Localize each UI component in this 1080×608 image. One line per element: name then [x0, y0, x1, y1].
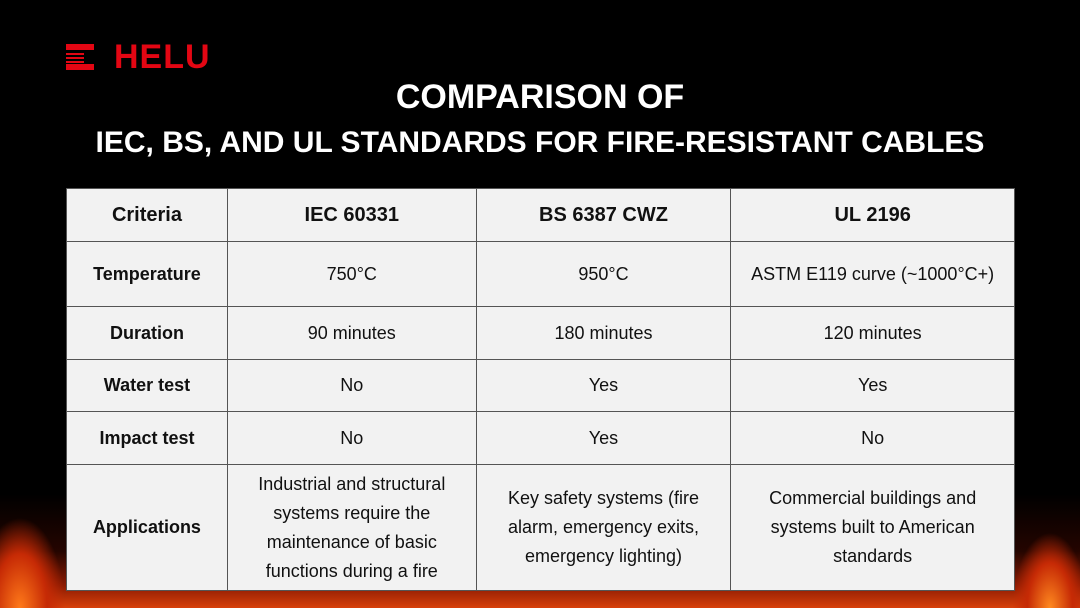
iec-cell: 90 minutes: [226, 306, 477, 360]
table-row: Duration 90 minutes 180 minutes 120 minu…: [66, 306, 1015, 360]
header-iec: IEC 60331: [226, 188, 477, 242]
ul-cell: No: [730, 411, 1015, 465]
criteria-cell: Impact test: [66, 411, 228, 465]
iec-cell: No: [226, 359, 477, 412]
header-ul: UL 2196: [730, 188, 1015, 242]
ul-cell: Yes: [730, 359, 1015, 412]
iec-cell: 750°C: [226, 241, 477, 307]
table-row: Impact test No Yes No: [66, 411, 1015, 465]
header-bs: BS 6387 CWZ: [475, 188, 732, 242]
ul-cell: ASTM E119 curve (~1000°C+): [730, 241, 1015, 307]
criteria-cell: Temperature: [66, 241, 228, 307]
bs-cell: Yes: [475, 359, 732, 412]
table-row: Applications Industrial and structural s…: [66, 464, 1015, 591]
bs-cell: 180 minutes: [475, 306, 732, 360]
page-title: COMPARISON OF: [395, 78, 685, 116]
bs-cell: Yes: [475, 411, 732, 465]
iec-cell: No: [226, 411, 477, 465]
bs-cell: Key safety systems (fire alarm, emergenc…: [475, 464, 732, 591]
criteria-cell: Duration: [66, 306, 228, 360]
bs-cell: 950°C: [475, 241, 732, 307]
criteria-cell: Applications: [66, 464, 228, 591]
table-header-row: Criteria IEC 60331 BS 6387 CWZ UL 2196: [66, 188, 1015, 242]
iec-cell: Industrial and structural systems requir…: [226, 464, 477, 591]
table-row: Temperature 750°C 950°C ASTM E119 curve …: [66, 241, 1015, 307]
page-subtitle: IEC, BS, AND UL STANDARDS FOR FIRE-RESIS…: [95, 126, 985, 159]
table-row: Water test No Yes Yes: [66, 359, 1015, 412]
criteria-cell: Water test: [66, 359, 228, 412]
comparison-table: Criteria IEC 60331 BS 6387 CWZ UL 2196 T…: [66, 188, 1015, 591]
brand-name: HELU: [114, 38, 211, 76]
helu-logo-mark-icon: [66, 44, 94, 70]
header-criteria: Criteria: [66, 188, 228, 242]
ul-cell: Commercial buildings and systems built t…: [730, 464, 1015, 591]
helu-logo: HELU: [66, 40, 211, 74]
ul-cell: 120 minutes: [730, 306, 1015, 360]
